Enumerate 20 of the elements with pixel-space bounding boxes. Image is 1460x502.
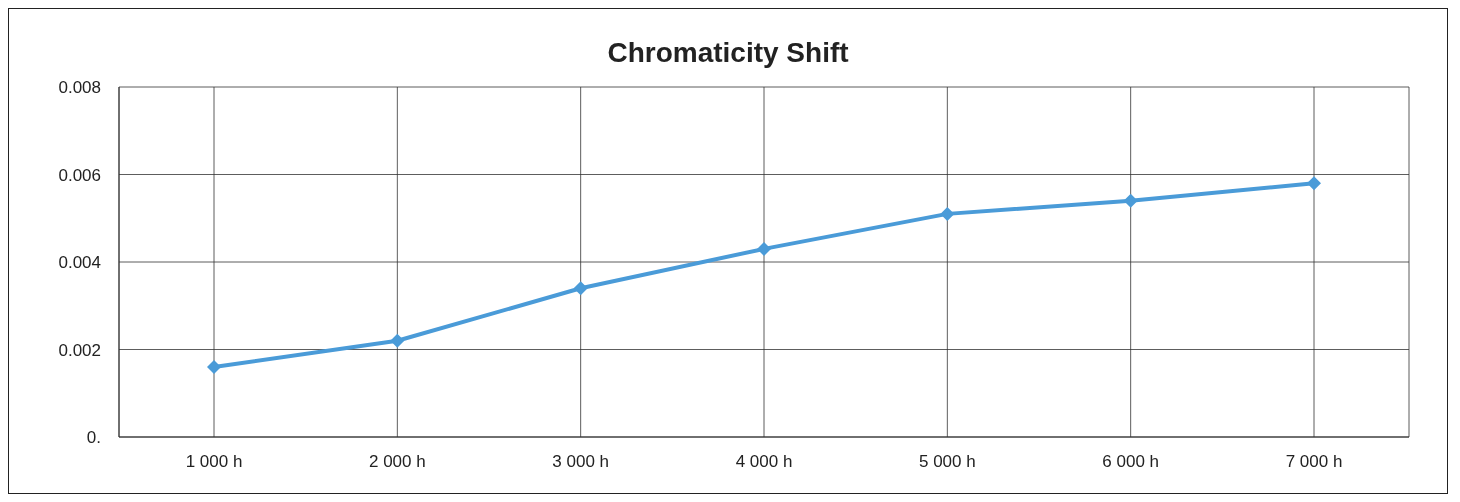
point xyxy=(1123,193,1138,208)
x-tick-label: 5 000 h xyxy=(918,452,976,472)
x-tick-label: 6 000 h xyxy=(1102,452,1160,472)
point xyxy=(1307,176,1321,191)
y-tick-label: 0.006 xyxy=(58,165,101,185)
point xyxy=(940,206,955,221)
y-tick-label: 0.002 xyxy=(58,340,101,360)
x-tick-label: 3 000 h xyxy=(552,452,610,472)
chart-title: Chromaticity Shift xyxy=(606,36,850,70)
y-tick-label: 0. xyxy=(86,428,101,448)
y-tick-label: 0.008 xyxy=(58,78,101,98)
point xyxy=(390,333,405,348)
point xyxy=(207,360,221,374)
point xyxy=(573,281,588,296)
x-tick-label: 2 000 h xyxy=(368,452,426,472)
x-tick-label: 7 000 h xyxy=(1285,452,1343,472)
y-tick-label: 0.004 xyxy=(58,253,101,273)
x-tick-label: 4 000 h xyxy=(735,452,793,472)
x-tick-label: 1 000 h xyxy=(185,452,243,472)
point xyxy=(757,241,771,256)
